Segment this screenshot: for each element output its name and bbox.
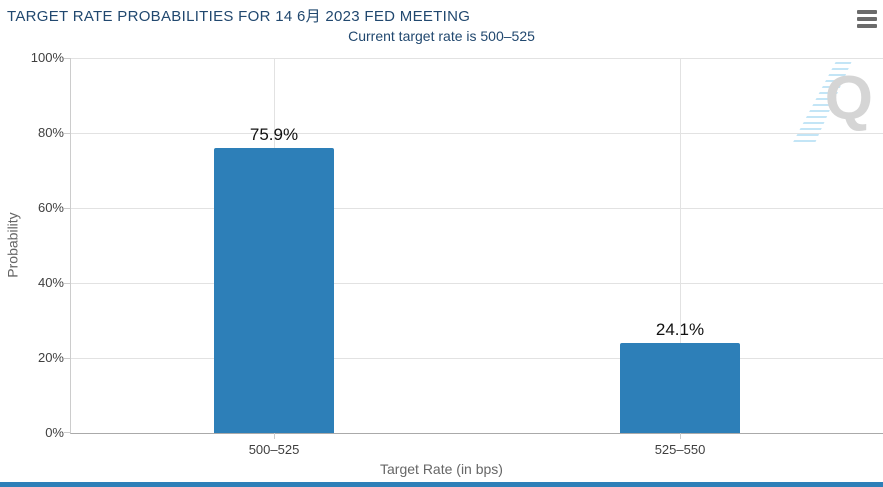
hamburger-menu-icon[interactable] [857,10,877,28]
hamburger-bar [857,17,877,21]
gridline-h [71,208,883,209]
x-axis-title: Target Rate (in bps) [380,461,503,477]
y-tick-mark [64,432,70,433]
y-tick-label: 60% [37,200,64,215]
y-tick-label: 80% [37,125,64,140]
y-tick-label: 20% [37,350,64,365]
quikstrike-logo-watermark: Q [791,58,879,144]
gridline-h [71,358,883,359]
y-tick-mark [64,358,70,359]
gridline-h [71,133,883,134]
hamburger-bar [857,10,877,14]
y-tick-mark [64,133,70,134]
x-tick-mark [680,433,681,439]
y-tick-mark [64,283,70,284]
footer-accent-bar [0,482,883,487]
bar-500–525[interactable] [214,148,334,433]
y-tick-label: 100% [30,50,64,65]
gridline-h [71,283,883,284]
y-tick-label: 40% [37,275,64,290]
y-tick-mark [64,208,70,209]
y-tick-label: 0% [45,425,64,440]
chart-subtitle: Current target rate is 500–525 [348,28,535,44]
bar-value-label: 24.1% [655,320,705,339]
x-tick-label: 500–525 [248,442,300,457]
hamburger-bar [857,24,877,28]
plot-area: Q 0% 20% 40% 60% 80% 100% 75.9% 500–525 24.1% 525… [31,50,883,457]
x-tick-label: 525–550 [654,442,706,457]
watermark-q-icon: Q [824,64,873,133]
x-tick-mark [274,433,275,439]
y-axis-title: Probability [4,212,21,278]
gridline-v [680,58,681,433]
gridline-h [71,58,883,59]
bar-525–550[interactable] [620,343,740,433]
chart-title: TARGET RATE PROBABILITIES FOR 14 6月 2023… [7,8,471,25]
y-tick-mark [64,58,70,59]
bar-value-label: 75.9% [249,125,299,144]
